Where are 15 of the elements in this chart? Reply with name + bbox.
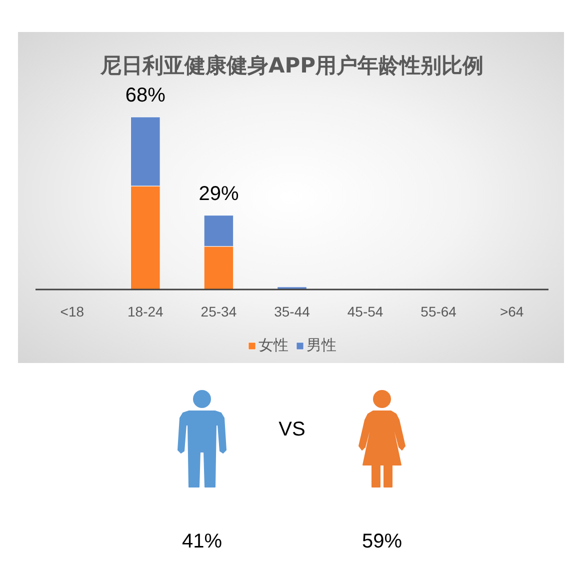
- x-tick-label: >64: [500, 304, 524, 320]
- text: VS: [278, 418, 306, 440]
- x-tick-label: 45-54: [347, 304, 384, 320]
- text: 59%: [362, 530, 402, 552]
- x-tick-label: <18: [60, 304, 84, 320]
- text: 41%: [182, 530, 222, 552]
- annotation: 29%: [198, 182, 239, 205]
- x-tick-label: 25-34: [200, 304, 237, 320]
- legend-label: 女性: [258, 336, 288, 355]
- chart-title: 尼日利亚健康健身APP用户年龄性别比例: [99, 54, 484, 78]
- legend-label: 男性: [306, 336, 336, 355]
- annotation: 68%: [125, 84, 166, 107]
- x-tick-label: 35-44: [274, 304, 310, 320]
- x-tick-label: 18-24: [128, 304, 164, 320]
- x-tick-label: 55-64: [420, 304, 457, 320]
